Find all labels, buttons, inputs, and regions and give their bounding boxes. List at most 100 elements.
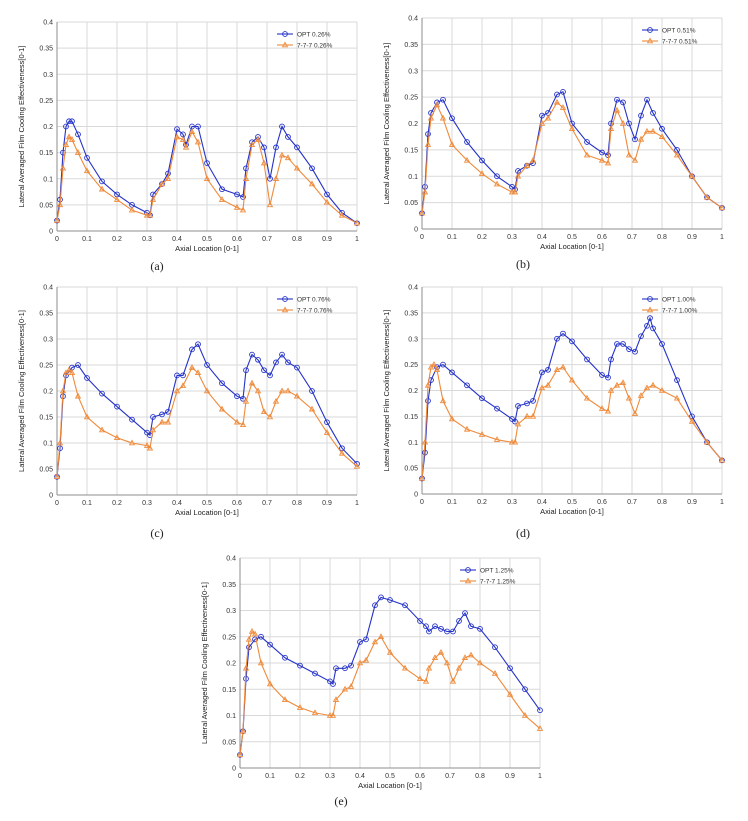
- data-point: [377, 633, 385, 639]
- data-point: [604, 159, 612, 166]
- y-tick-label: 0.4: [226, 556, 236, 563]
- data-point: [448, 415, 456, 422]
- y-tick-label: 0.05: [222, 739, 236, 746]
- x-tick-label: 0: [55, 236, 59, 243]
- data-point: [347, 683, 355, 689]
- data-point: [644, 96, 650, 103]
- data-point: [99, 178, 105, 185]
- data-point: [608, 356, 614, 363]
- data-point: [333, 665, 339, 672]
- y-tick-label: 0.4: [408, 285, 418, 292]
- data-point: [56, 439, 64, 446]
- data-point: [522, 686, 528, 693]
- data-point: [559, 104, 567, 110]
- data-point: [626, 120, 632, 127]
- x-axis-title: Axial Location [0-1]: [175, 508, 239, 517]
- data-point: [583, 151, 591, 158]
- data-point: [632, 136, 638, 143]
- chart-e: 0 0.05 0.1 0.15 0.2 0.25 0.3 0.35 0.4 0 0.1 0.2 0.3 0…: [200, 556, 544, 808]
- data-point: [659, 125, 665, 132]
- data-point: [114, 403, 120, 410]
- data-point: [423, 623, 429, 630]
- legend-marker: [464, 577, 472, 584]
- data-point: [75, 131, 81, 138]
- y-tick-label: 0.15: [222, 687, 236, 694]
- x-tick-label: 0.4: [172, 500, 182, 507]
- y-tick-label: 0.25: [222, 634, 236, 641]
- data-point: [272, 175, 280, 181]
- x-tick-label: 0.4: [355, 773, 365, 780]
- data-point: [439, 397, 447, 404]
- data-point: [455, 664, 463, 671]
- data-point: [530, 398, 536, 404]
- data-point: [342, 665, 348, 672]
- data-point: [53, 217, 61, 223]
- data-point: [422, 449, 428, 456]
- legend-label: 7-7-7 0.76%: [297, 308, 333, 315]
- data-point: [478, 430, 486, 437]
- legend-label: 7-7-7 0.26%: [297, 43, 333, 50]
- data-point: [614, 341, 620, 347]
- chart-a: 0 0.05 0.1 0.15 0.2 0.25 0.3 0.35 0.4 0 0.1 0.2 0.3 0…: [17, 20, 361, 273]
- x-tick-label: 1: [355, 500, 359, 507]
- data-point: [59, 164, 67, 171]
- data-point: [644, 322, 650, 329]
- data-point: [424, 141, 432, 147]
- data-point: [260, 408, 268, 415]
- data-point: [476, 659, 484, 666]
- x-tick-label: 0.9: [322, 500, 332, 507]
- data-point: [261, 367, 267, 374]
- y-tick-label: 0.2: [43, 124, 53, 131]
- data-point: [560, 88, 566, 95]
- x-tick-label: 0.1: [447, 234, 457, 241]
- data-point: [159, 411, 165, 418]
- y-tick-label: 0.4: [43, 285, 53, 292]
- y-tick-label: 0.25: [39, 363, 53, 370]
- data-point: [251, 630, 259, 637]
- y-axis-title: Lateral Averaged Film Cooling Effectiven…: [200, 582, 209, 744]
- data-point: [674, 377, 680, 384]
- x-tick-label: 0.1: [82, 500, 92, 507]
- data-point: [649, 381, 657, 388]
- x-tick-label: 0.9: [687, 234, 697, 241]
- y-tick-label: 0: [49, 493, 53, 500]
- data-point: [149, 426, 157, 433]
- data-point: [282, 654, 288, 661]
- data-point: [273, 144, 279, 151]
- data-point: [254, 136, 262, 142]
- data-point: [267, 641, 273, 648]
- x-tick-label: 0.6: [232, 500, 242, 507]
- data-point: [233, 418, 241, 425]
- y-tick-label: 0.2: [226, 661, 236, 668]
- data-point: [65, 133, 73, 140]
- data-point: [195, 123, 201, 130]
- data-point: [294, 364, 300, 371]
- data-point: [607, 125, 615, 132]
- data-point: [387, 597, 393, 603]
- data-point: [84, 155, 90, 161]
- x-tick-label: 0.6: [597, 234, 607, 241]
- y-tick-label: 0.35: [39, 311, 53, 318]
- y-tick-label: 0: [414, 227, 418, 234]
- data-point: [99, 390, 105, 397]
- data-point: [279, 351, 285, 358]
- x-tick-label: 0.5: [567, 499, 577, 506]
- data-point: [266, 680, 274, 687]
- x-axis-title: Axial Location [0-1]: [175, 244, 239, 253]
- legend-label: OPT 1.25%: [480, 568, 514, 575]
- data-point: [508, 438, 516, 445]
- x-tick-label: 0.6: [232, 236, 242, 243]
- data-point: [284, 154, 292, 161]
- data-point: [494, 405, 500, 412]
- x-tick-label: 1: [720, 234, 724, 241]
- data-point: [174, 126, 180, 132]
- x-tick-label: 0.5: [202, 236, 212, 243]
- data-point: [98, 426, 106, 433]
- x-tick-label: 0.8: [292, 500, 302, 507]
- chart-c: 0 0.05 0.1 0.15 0.2 0.25 0.3 0.35 0.4 0 0.1 0.2 0.3 0…: [17, 285, 361, 540]
- data-point: [188, 128, 196, 134]
- x-tick-label: 0.9: [687, 499, 697, 506]
- x-tick-label: 0.7: [627, 499, 637, 506]
- data-point: [433, 366, 441, 373]
